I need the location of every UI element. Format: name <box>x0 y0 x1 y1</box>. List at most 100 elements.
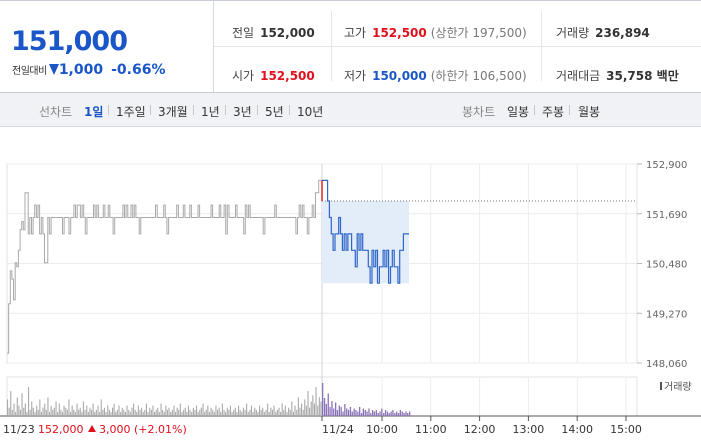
volume-bar <box>163 411 165 416</box>
volume-bar <box>170 411 172 416</box>
volume-bar <box>249 409 251 416</box>
volume-bar <box>8 407 10 416</box>
tab-separator <box>193 105 194 115</box>
volume-bar <box>355 410 357 416</box>
volume-bar <box>53 407 55 416</box>
up-triangle-icon <box>88 425 96 432</box>
prev-day-price: 152,000 <box>38 423 84 436</box>
stats-divider <box>331 11 332 81</box>
volume-bar <box>123 409 125 416</box>
volume-bar <box>147 411 149 416</box>
volume-bar <box>375 410 377 416</box>
tab-5y[interactable]: 5년 <box>265 105 284 119</box>
volume-bar <box>325 404 327 416</box>
volume-bar <box>305 405 307 416</box>
tab-3y[interactable]: 3년 <box>233 105 252 119</box>
volume-bar <box>242 407 244 416</box>
volume-bar <box>191 411 193 416</box>
price-chart: 152,900 151,690 150,480 149,270 148,060 11/24… <box>0 160 701 436</box>
volume-bar <box>105 411 107 416</box>
volume-bar <box>271 409 273 416</box>
tab-daily[interactable]: 일봉 <box>507 105 530 119</box>
volume-bar <box>351 411 353 416</box>
stat-value: 152,000 <box>260 26 315 40</box>
tab-1d[interactable]: 1일 <box>84 105 104 119</box>
axis-labels: 152,900 151,690 150,480 149,270 148,060 11/24… <box>3 160 692 436</box>
volume-bar <box>15 411 17 416</box>
volume-bar <box>23 407 25 416</box>
tab-monthly[interactable]: 월봉 <box>578 105 601 119</box>
volume-bar <box>11 409 13 416</box>
volume-bar <box>301 403 303 416</box>
volume-bar <box>323 398 326 416</box>
volume-bar <box>331 401 333 416</box>
volume-bar <box>262 407 264 416</box>
volume-bar <box>186 411 188 416</box>
volume-legend-label: 거래량 <box>664 381 692 393</box>
x-tick-label: 15:00 <box>610 423 642 436</box>
volume-bar <box>168 407 170 416</box>
chart-period-tabs: 선차트 1일 1주일 3개월 1년 3년 5년 10년 봉차트 일봉 주봉 월봉 <box>0 93 701 127</box>
volume-bar <box>137 405 139 416</box>
volume-bar <box>84 409 86 416</box>
volume-bar <box>184 407 186 416</box>
y-tick-label: 150,480 <box>646 260 687 271</box>
volume-bar <box>360 413 363 416</box>
volume-bar <box>231 411 233 416</box>
prev-day-change: 3,000 (+2.01%) <box>99 423 187 436</box>
volume-bar <box>357 411 359 416</box>
volume-bar <box>229 405 231 416</box>
tab-10y[interactable]: 10년 <box>297 105 324 119</box>
volume-bar <box>407 413 409 416</box>
volume-bar <box>213 411 215 416</box>
volume-bar <box>386 411 389 416</box>
stat-value: 152,500 <box>260 69 315 83</box>
stat-limit: (상한가 197,500) <box>430 26 527 40</box>
volume-bar <box>346 408 348 416</box>
volume-bar <box>91 409 93 416</box>
stat-high: 고가 152,500 (상한가 197,500) <box>344 24 527 41</box>
volume-bar <box>342 411 344 416</box>
current-price: 151,000 <box>11 26 128 57</box>
volume-bar <box>73 409 75 416</box>
volume-bar <box>403 413 405 416</box>
volume-bar <box>204 411 206 416</box>
volume-bar <box>47 397 49 416</box>
change-amount: 1,000 <box>58 62 104 78</box>
volume-bar <box>39 399 41 416</box>
tab-1w[interactable]: 1주일 <box>116 105 146 119</box>
today-range-fill <box>322 201 409 284</box>
volume-bar <box>289 409 291 416</box>
volume-bar <box>244 409 246 416</box>
volume-bar <box>281 403 283 416</box>
stat-volume: 거래량 236,894 <box>556 24 650 41</box>
volume-bar <box>142 411 144 416</box>
volume-bar <box>32 407 34 416</box>
tab-1y[interactable]: 1년 <box>201 105 220 119</box>
volume-bar <box>26 411 28 416</box>
volume-bar <box>162 409 164 416</box>
volume-bar <box>335 402 337 416</box>
volume-bar <box>225 411 227 416</box>
volume-bar <box>131 407 133 416</box>
volume-bar <box>192 407 194 416</box>
volume-bar <box>79 407 81 416</box>
tab-separator <box>289 105 290 115</box>
volume-bar <box>221 403 223 416</box>
volume-bar <box>373 411 376 416</box>
volume-bar <box>179 403 181 416</box>
volume-bar <box>136 411 138 416</box>
volume-bar <box>283 409 285 416</box>
volume-bar <box>368 408 370 416</box>
tab-weekly[interactable]: 주봉 <box>542 105 565 119</box>
volume-bar <box>246 403 248 416</box>
volume-bar <box>70 411 72 416</box>
volume-bar <box>250 405 252 416</box>
stat-open: 시가 152,500 <box>232 67 315 84</box>
stat-value: 150,000 <box>372 69 427 83</box>
volume-bar <box>292 411 294 416</box>
volume-bar <box>278 407 280 416</box>
volume-bar <box>152 405 154 416</box>
volume-bar <box>347 410 350 416</box>
tab-3m[interactable]: 3개월 <box>158 105 188 119</box>
